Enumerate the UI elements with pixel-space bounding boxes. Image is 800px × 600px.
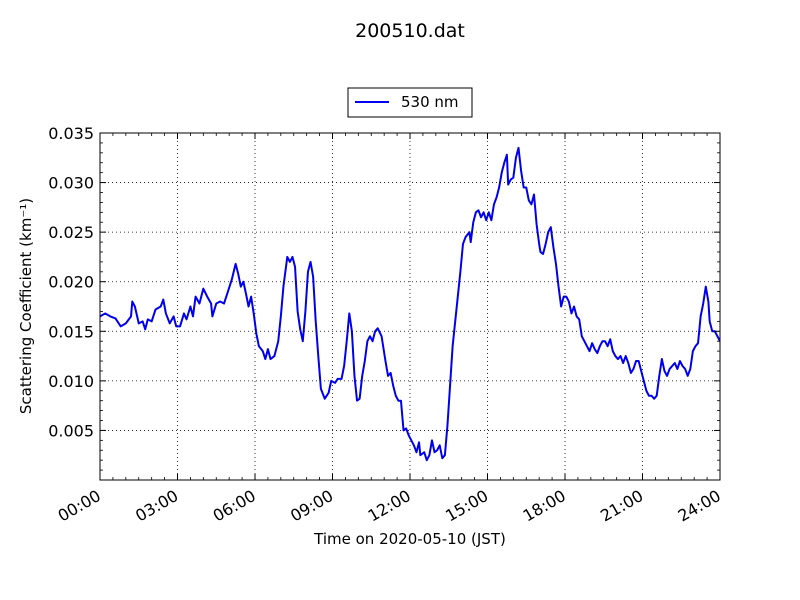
x-tick-labels: 00:00 03:00 06:00 09:00 12:00 15:00 18:00 21:00… <box>55 486 724 526</box>
x-tick-label: 21:00 <box>597 486 646 526</box>
axis-ticks <box>99 132 721 480</box>
series-layer <box>100 146 720 462</box>
grid-lines <box>99 132 721 480</box>
y-tick-label: 0.025 <box>48 223 94 242</box>
x-tick-label: 12:00 <box>365 486 414 526</box>
chart-title: 200510.dat <box>355 20 465 42</box>
legend: 530 nm <box>347 87 473 118</box>
y-tick-label: 0.020 <box>48 273 94 292</box>
x-tick-label: 00:00 <box>55 486 104 526</box>
x-axis-label: Time on 2020-05-10 (JST) <box>313 530 506 548</box>
y-axis-label: Scattering Coefficient (km⁻¹) <box>17 198 35 414</box>
x-tick-label: 15:00 <box>442 486 491 526</box>
x-tick-label: 18:00 <box>520 486 569 526</box>
y-tick-labels: 0.005 0.010 0.015 0.020 0.025 0.030 0.035 <box>48 124 94 440</box>
series-line-530nm <box>100 146 720 462</box>
x-tick-label: 03:00 <box>132 486 181 526</box>
x-tick-label: 06:00 <box>210 486 259 526</box>
x-tick-label: 09:00 <box>287 486 336 526</box>
x-tick-label: 24:00 <box>675 486 724 526</box>
y-tick-label: 0.015 <box>48 322 94 341</box>
y-tick-label: 0.030 <box>48 174 94 193</box>
legend-label: 530 nm <box>401 93 459 111</box>
y-tick-label: 0.035 <box>48 124 94 143</box>
y-tick-label: 0.005 <box>48 421 94 440</box>
y-tick-label: 0.010 <box>48 372 94 391</box>
